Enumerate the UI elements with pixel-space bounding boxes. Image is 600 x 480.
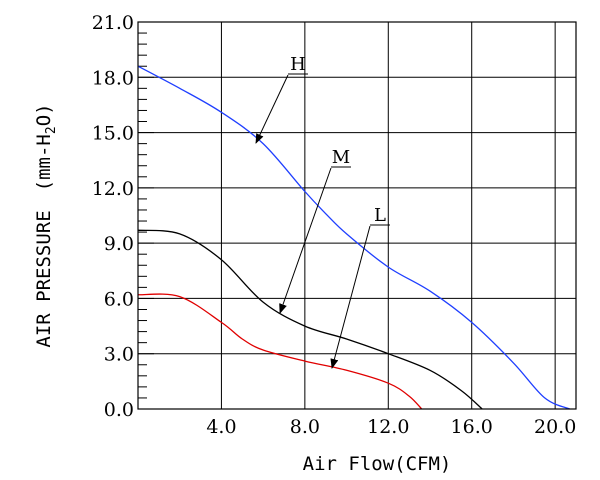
curve-m bbox=[137, 229, 483, 410]
x-axis-title: Air Flow(CFM) bbox=[303, 453, 452, 475]
grid bbox=[138, 22, 576, 409]
y-tick-label: 21.0 bbox=[92, 12, 134, 34]
y-axis-title-subscript: 2 bbox=[44, 126, 59, 134]
x-tick-label: 8.0 bbox=[290, 416, 320, 438]
y-tick-label: 9.0 bbox=[104, 233, 134, 255]
y-tick-label: 15.0 bbox=[92, 123, 134, 145]
minor-ticks bbox=[138, 21, 154, 410]
curve-leader-arrow-h bbox=[255, 74, 289, 144]
x-tick-label: 4.0 bbox=[206, 416, 236, 438]
y-tick-label: 3.0 bbox=[104, 344, 134, 366]
x-tick-label: 16.0 bbox=[451, 416, 493, 438]
y-axis-title: AIR PRESSURE (mm-H2O) bbox=[33, 103, 59, 347]
x-tick-label: 12.0 bbox=[367, 416, 409, 438]
y-tick-label: 0.0 bbox=[104, 399, 134, 421]
y-tick-label: 18.0 bbox=[92, 67, 134, 89]
curve-label-m: M bbox=[332, 147, 350, 168]
y-axis-title-end: O) bbox=[33, 103, 55, 126]
curve-h bbox=[137, 65, 570, 410]
curve-leader-arrow-m bbox=[279, 167, 332, 314]
curve-label-l: L bbox=[374, 205, 386, 226]
tick-labels: 0.0 3.0 6.0 9.0 12.0 15.0 18.0 21.0 4.0 8.0 12.0 16… bbox=[92, 12, 577, 438]
y-tick-label: 12.0 bbox=[92, 178, 134, 200]
y-tick-label: 6.0 bbox=[104, 288, 134, 310]
plot-frame bbox=[137, 21, 577, 410]
curve-l bbox=[137, 293, 423, 410]
curve-leader-arrow-l bbox=[330, 225, 371, 369]
curve-label-h: H bbox=[290, 54, 306, 75]
x-tick-label: 20.0 bbox=[534, 416, 576, 438]
y-axis-title-main: AIR PRESSURE (mm-H bbox=[33, 134, 55, 347]
curve-callouts: H M L bbox=[255, 54, 390, 369]
curves bbox=[137, 65, 570, 410]
